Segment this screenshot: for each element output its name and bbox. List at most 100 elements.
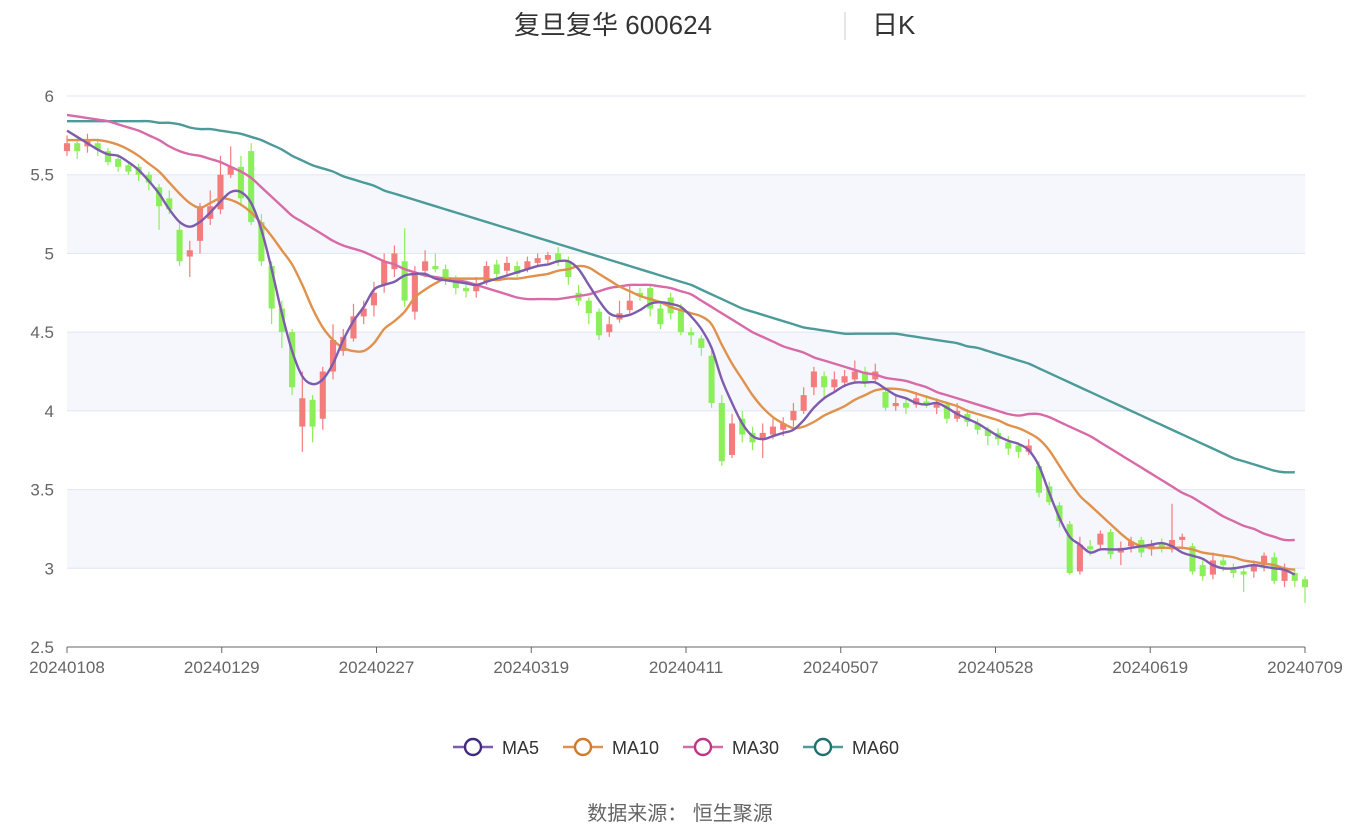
plot-bands (67, 174, 1305, 569)
legend-item-ma10[interactable]: MA10 (563, 737, 659, 758)
legend-item-ma60[interactable]: MA60 (803, 737, 899, 758)
y-tick-label: 4.5 (30, 323, 54, 342)
candle (749, 426, 756, 451)
candle-body (902, 402, 910, 408)
candle (585, 297, 592, 325)
y-tick-label: 2.5 (30, 638, 54, 657)
candle (718, 395, 725, 466)
moving-average-lines (66, 113, 1296, 576)
candle-body (1209, 560, 1216, 575)
candle (595, 308, 603, 341)
candle (1230, 563, 1237, 578)
ma5-line (66, 129, 1296, 576)
candle-body (718, 402, 725, 462)
candle (688, 327, 695, 345)
candle-body (268, 266, 275, 309)
candle-body (739, 418, 746, 435)
candle (329, 324, 337, 380)
candle-body (790, 410, 797, 421)
candle-body (401, 261, 408, 301)
candle-body (862, 371, 869, 383)
legend-item-ma30[interactable]: MA30 (683, 737, 779, 758)
candle-body (176, 229, 183, 262)
candle (892, 395, 899, 411)
candle-body (984, 429, 991, 437)
candle (217, 155, 224, 215)
candle-body (1097, 533, 1104, 545)
candle-body (769, 426, 777, 435)
candle-body (1179, 536, 1186, 540)
legend-label: MA5 (502, 738, 539, 758)
y-tick-label: 3 (45, 559, 54, 578)
candle-body (94, 143, 101, 150)
candle-body (391, 253, 398, 270)
candle (544, 251, 551, 263)
candle (821, 371, 828, 399)
candle-body (708, 355, 715, 403)
candle (606, 316, 613, 337)
candle-body (411, 272, 418, 312)
candle (1066, 521, 1073, 575)
candle-body (1005, 442, 1012, 449)
x-tick-label: 20240709 (1267, 658, 1343, 677)
candle (1107, 528, 1114, 559)
candle (810, 366, 817, 396)
legend-item-ma5[interactable]: MA5 (453, 737, 539, 758)
candle-body (1087, 546, 1094, 550)
candle (1291, 568, 1298, 588)
candle-body (780, 423, 787, 430)
candle-body (974, 423, 981, 430)
candle-body (677, 308, 684, 333)
x-tick-label: 20240411 (649, 658, 723, 677)
candle (381, 253, 388, 293)
plot-band (67, 332, 1305, 411)
candle (309, 395, 316, 443)
candle (422, 250, 429, 278)
ma60-line (67, 119, 1295, 474)
x-axis: 20240108 20240129 20240227 20240319 20240411… (29, 646, 1343, 677)
grid-lines (67, 95, 1305, 569)
ma30-line (66, 113, 1295, 542)
candle-body (462, 288, 470, 292)
candle (800, 387, 807, 415)
candle (739, 410, 746, 443)
candle (555, 247, 562, 267)
candle-body (851, 371, 858, 380)
data-source: 数据来源： 恒生聚源 (587, 802, 773, 825)
candle-body (831, 379, 838, 388)
candle-body (555, 253, 562, 262)
candle-body (186, 250, 193, 257)
candle-body (1168, 539, 1176, 550)
candle-body (636, 292, 644, 296)
candle (1158, 538, 1165, 553)
candle-body (1301, 579, 1309, 588)
candle-body (289, 332, 296, 388)
candle (657, 300, 664, 329)
legend-label: MA10 (612, 738, 659, 758)
candle-body (882, 391, 889, 408)
plot-band (67, 489, 1305, 569)
candle-body (1189, 546, 1196, 572)
candle (289, 328, 296, 396)
candle-body (657, 308, 664, 325)
candle (473, 277, 480, 298)
candle-body (667, 297, 674, 314)
candle-body (74, 143, 81, 152)
candle (94, 138, 101, 156)
candle (370, 281, 377, 317)
y-axis-ticks: 2.5 3 3.5 4 4.5 5 5.5 6 (30, 87, 54, 657)
y-tick-label: 4 (45, 402, 54, 421)
candle (432, 253, 439, 273)
candle (882, 387, 889, 411)
candle (1261, 552, 1268, 572)
candle-body (1281, 568, 1288, 581)
candle (1199, 560, 1206, 581)
candle-body (473, 284, 480, 292)
candle-body (227, 166, 234, 175)
candle (636, 288, 644, 301)
candle-body (329, 340, 337, 372)
candle-body (63, 143, 71, 152)
candle (63, 135, 71, 156)
candle (974, 418, 981, 435)
candle (862, 366, 869, 388)
